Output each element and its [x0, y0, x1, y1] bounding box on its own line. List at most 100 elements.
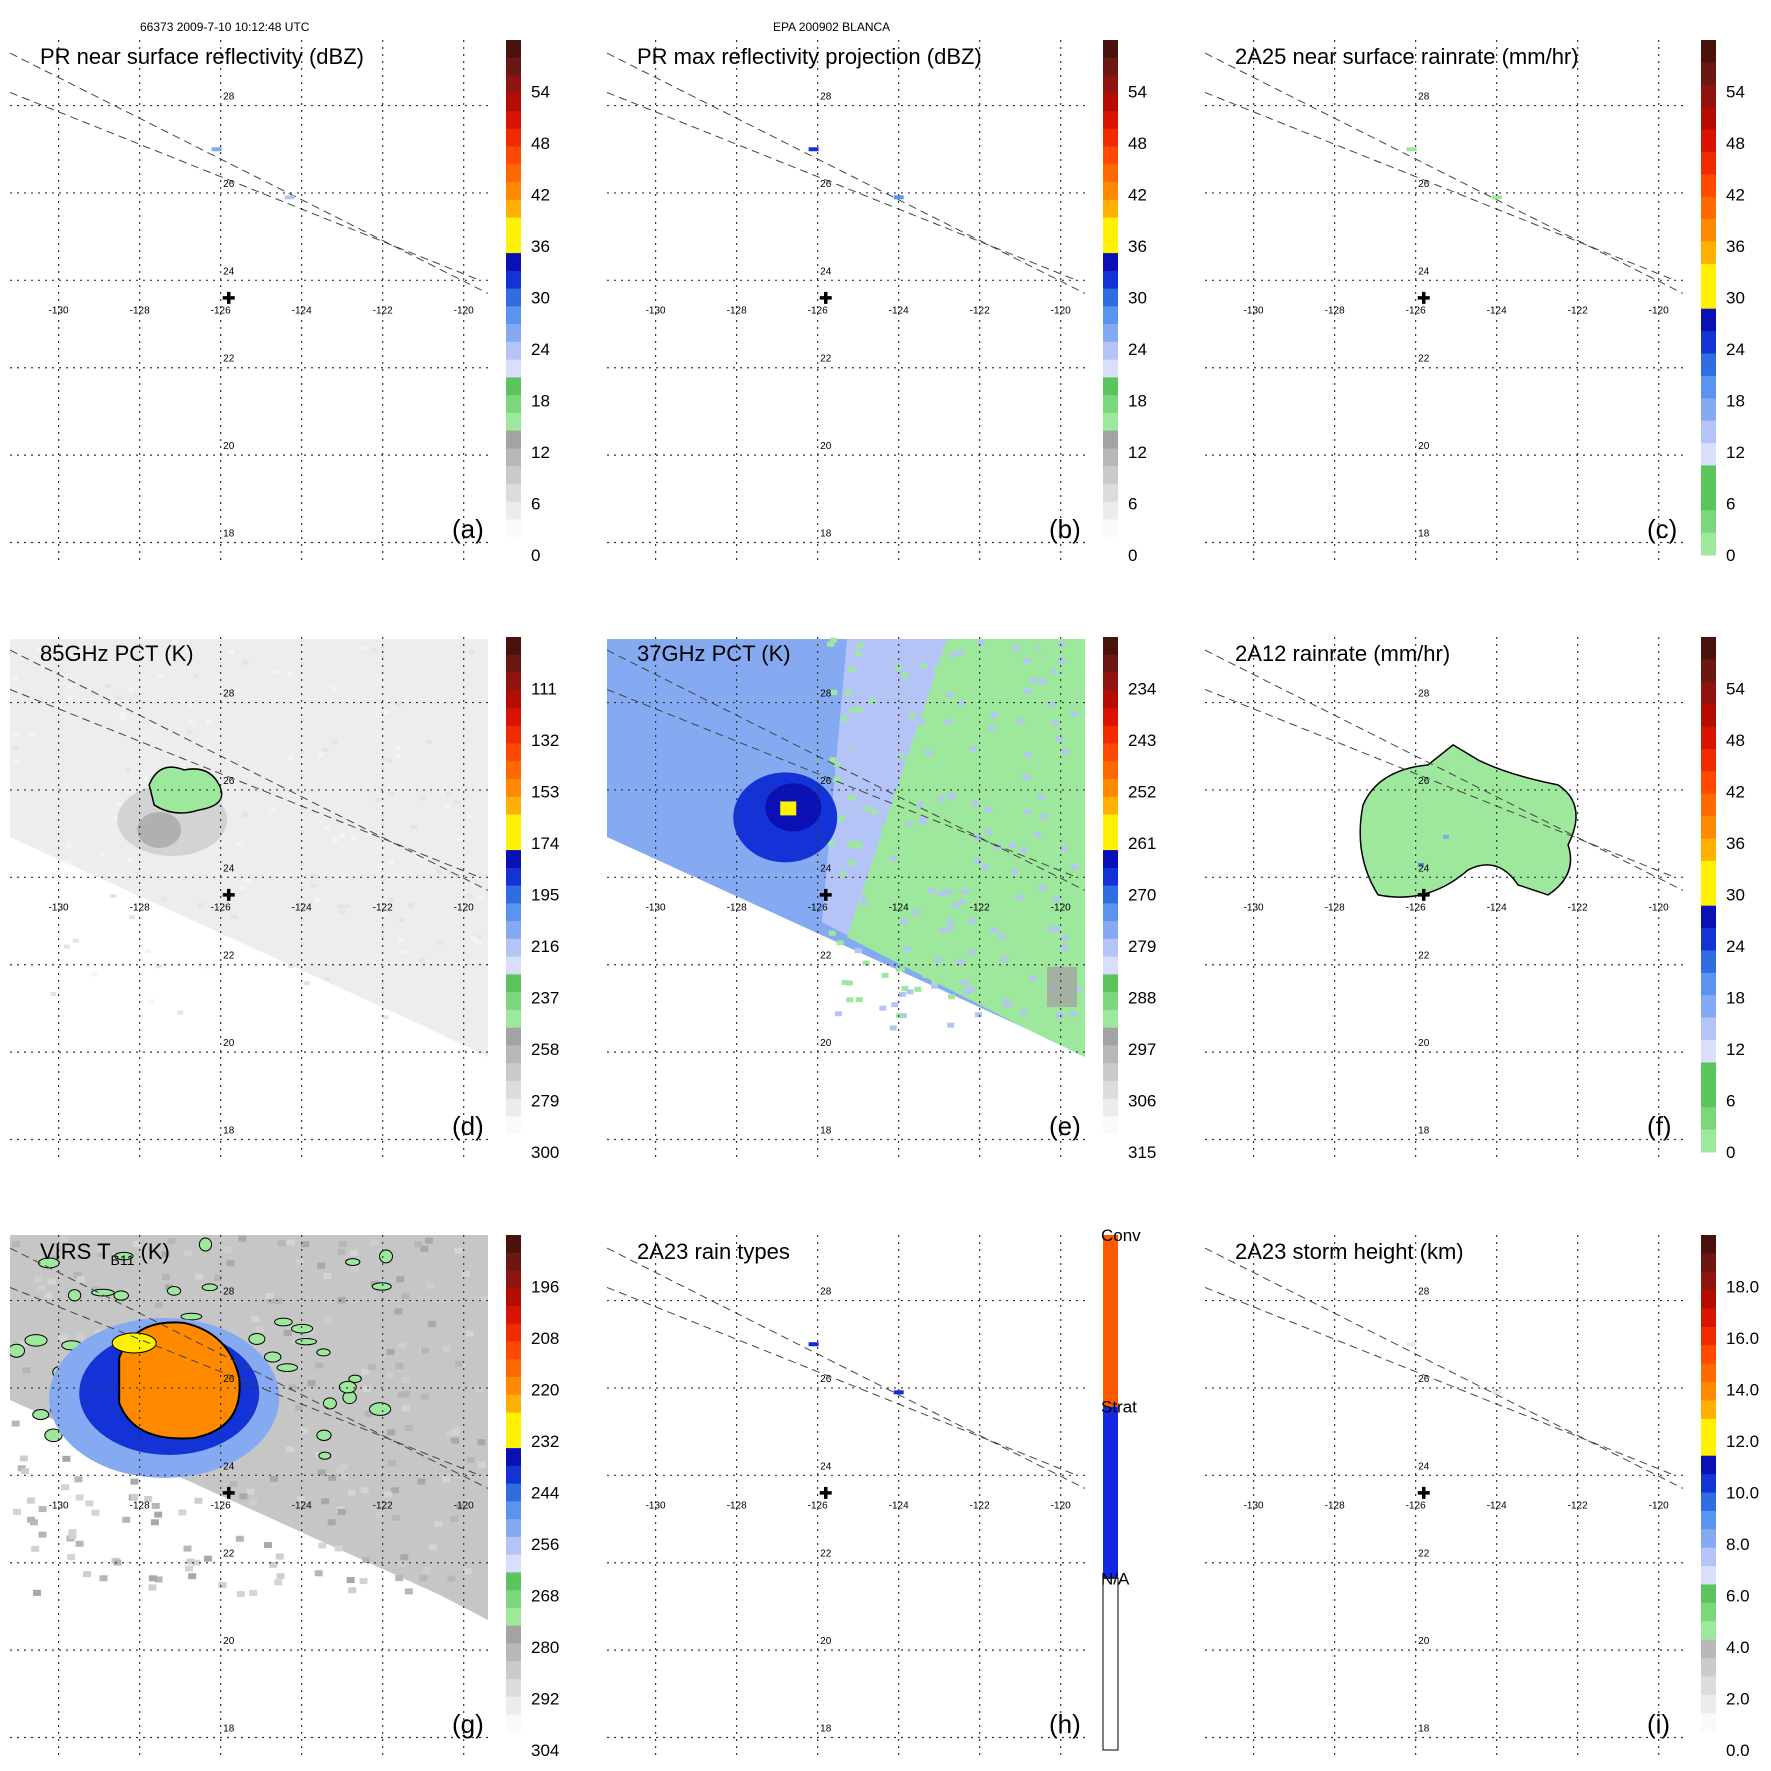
swath-edge-line: [607, 688, 1078, 878]
lon-tick-label: -120: [1051, 902, 1071, 913]
texture-cell: [1048, 926, 1056, 932]
field-f: [1205, 649, 1683, 898]
colorbar-segment: [1103, 483, 1118, 503]
texture-cell: [1056, 736, 1064, 742]
texture-cell: [900, 819, 908, 825]
texture-cell: [852, 840, 860, 846]
texture-cell: [382, 1015, 389, 1020]
texture-cell: [388, 792, 395, 797]
texture-cell: [177, 1010, 184, 1015]
texture-cell: [954, 725, 962, 731]
lon-tick-label: -130: [1244, 902, 1264, 913]
texture-cell: [38, 1506, 47, 1513]
colorbar-segment: [1103, 1235, 1118, 1407]
lat-tick-label: 18: [1418, 1126, 1430, 1137]
texture-cell: [950, 652, 958, 658]
colorbar-tick-label: 54: [1726, 680, 1745, 699]
texture-cell: [1058, 658, 1066, 664]
min-tb-spot: [780, 801, 797, 816]
colorbar-segment: [1701, 1474, 1716, 1493]
colorbar-tick-label: 18: [1726, 989, 1745, 1008]
texture-cell: [974, 1012, 982, 1018]
texture-cell: [879, 1005, 887, 1011]
texture-cell: [1021, 737, 1029, 743]
colorbar-segment: [506, 466, 521, 485]
lon-tick-label: -126: [808, 305, 828, 316]
colorbar-tick-label: 4.0: [1726, 1638, 1750, 1657]
colorbar-segment: [1103, 637, 1118, 656]
texture-cell: [420, 1245, 429, 1252]
texture-cell: [14, 759, 21, 764]
texture-cell: [1050, 890, 1058, 896]
texture-cell: [162, 1273, 171, 1280]
colorbar-segment: [1103, 938, 1118, 958]
colorbar-segment: [506, 708, 521, 727]
texture-cell: [857, 807, 865, 813]
colorbar-segment: [506, 412, 521, 432]
texture-cell: [956, 959, 964, 965]
texture-cell: [11, 1420, 20, 1427]
texture-cell: [926, 850, 934, 856]
colorbar-segment: [1701, 1437, 1716, 1457]
colorbar-segment: [1701, 1694, 1716, 1714]
colorbar-segment: [1701, 1492, 1716, 1512]
echo-cell: [1406, 1342, 1417, 1347]
colorbar-tick-label: 6: [1726, 1092, 1735, 1111]
lat-tick-label: 18: [223, 1126, 235, 1137]
colorbar-tick-label: 42: [1128, 186, 1147, 205]
lon-tick-label: -128: [1325, 305, 1345, 316]
colorbar-segment: [506, 725, 521, 745]
colorbar-segment: [1103, 395, 1118, 414]
panel-a: 28 26 24 22 20 18 -130 -128 -126 -124 -122 -120 PR n…: [10, 40, 550, 565]
colorbar-segment: [1701, 1107, 1716, 1131]
panel-title: PR near surface reflectivity (dBZ): [40, 44, 364, 69]
texture-cell: [842, 725, 850, 731]
texture-cell: [394, 753, 401, 758]
colorbar-segment: [1103, 1406, 1118, 1579]
texture-cell: [188, 1573, 197, 1580]
cloud-patch: [322, 1397, 337, 1410]
lon-tick-label: -128: [1325, 902, 1345, 913]
colorbar-segment: [506, 885, 521, 904]
colorbar-tick-label: 268: [531, 1587, 559, 1606]
colorbar-segment: [1103, 1116, 1118, 1135]
texture-cell: [242, 660, 249, 665]
texture-cell: [404, 1588, 413, 1595]
texture-cell: [386, 758, 393, 763]
colorbar-segment: [506, 938, 521, 958]
texture-cell: [997, 933, 1005, 939]
lon-tick-label: -130: [49, 305, 69, 316]
colorbar-segment: [1103, 974, 1118, 993]
texture-cell: [442, 1476, 451, 1483]
cloud-patch: [316, 1429, 332, 1441]
colorbar-segment: [1103, 448, 1118, 467]
colorbar-segment: [1103, 1080, 1118, 1100]
texture-cell: [848, 667, 856, 673]
colorbar-segment: [1103, 430, 1118, 449]
texture-cell: [270, 807, 277, 812]
panel-label: (h): [1049, 1709, 1081, 1739]
lon-tick-label: -128: [130, 305, 150, 316]
texture-cell: [848, 860, 856, 866]
texture-cell: [946, 692, 954, 698]
texture-cell: [1048, 781, 1056, 787]
texture-cell: [926, 914, 934, 920]
texture-cell: [59, 1235, 68, 1242]
texture-cell: [132, 1241, 141, 1248]
colorbar-segment: [1701, 1129, 1716, 1153]
colorbar-segment: [1701, 1602, 1716, 1622]
colorbar-tick-label: 132: [531, 731, 559, 750]
colorbar-segment: [506, 377, 521, 396]
texture-cell: [385, 1372, 394, 1379]
texture-cell: [1056, 666, 1064, 672]
texture-cell: [415, 854, 422, 859]
texture-cell: [1020, 1010, 1028, 1016]
texture-cell: [957, 700, 965, 706]
texture-cell: [388, 897, 395, 902]
texture-cell: [479, 1295, 488, 1302]
colorbar-segment: [506, 921, 521, 940]
cloud-patch: [91, 1288, 115, 1297]
field-g: [10, 1235, 488, 1620]
texture-cell: [863, 806, 871, 812]
swath-edge-line: [1205, 649, 1683, 891]
